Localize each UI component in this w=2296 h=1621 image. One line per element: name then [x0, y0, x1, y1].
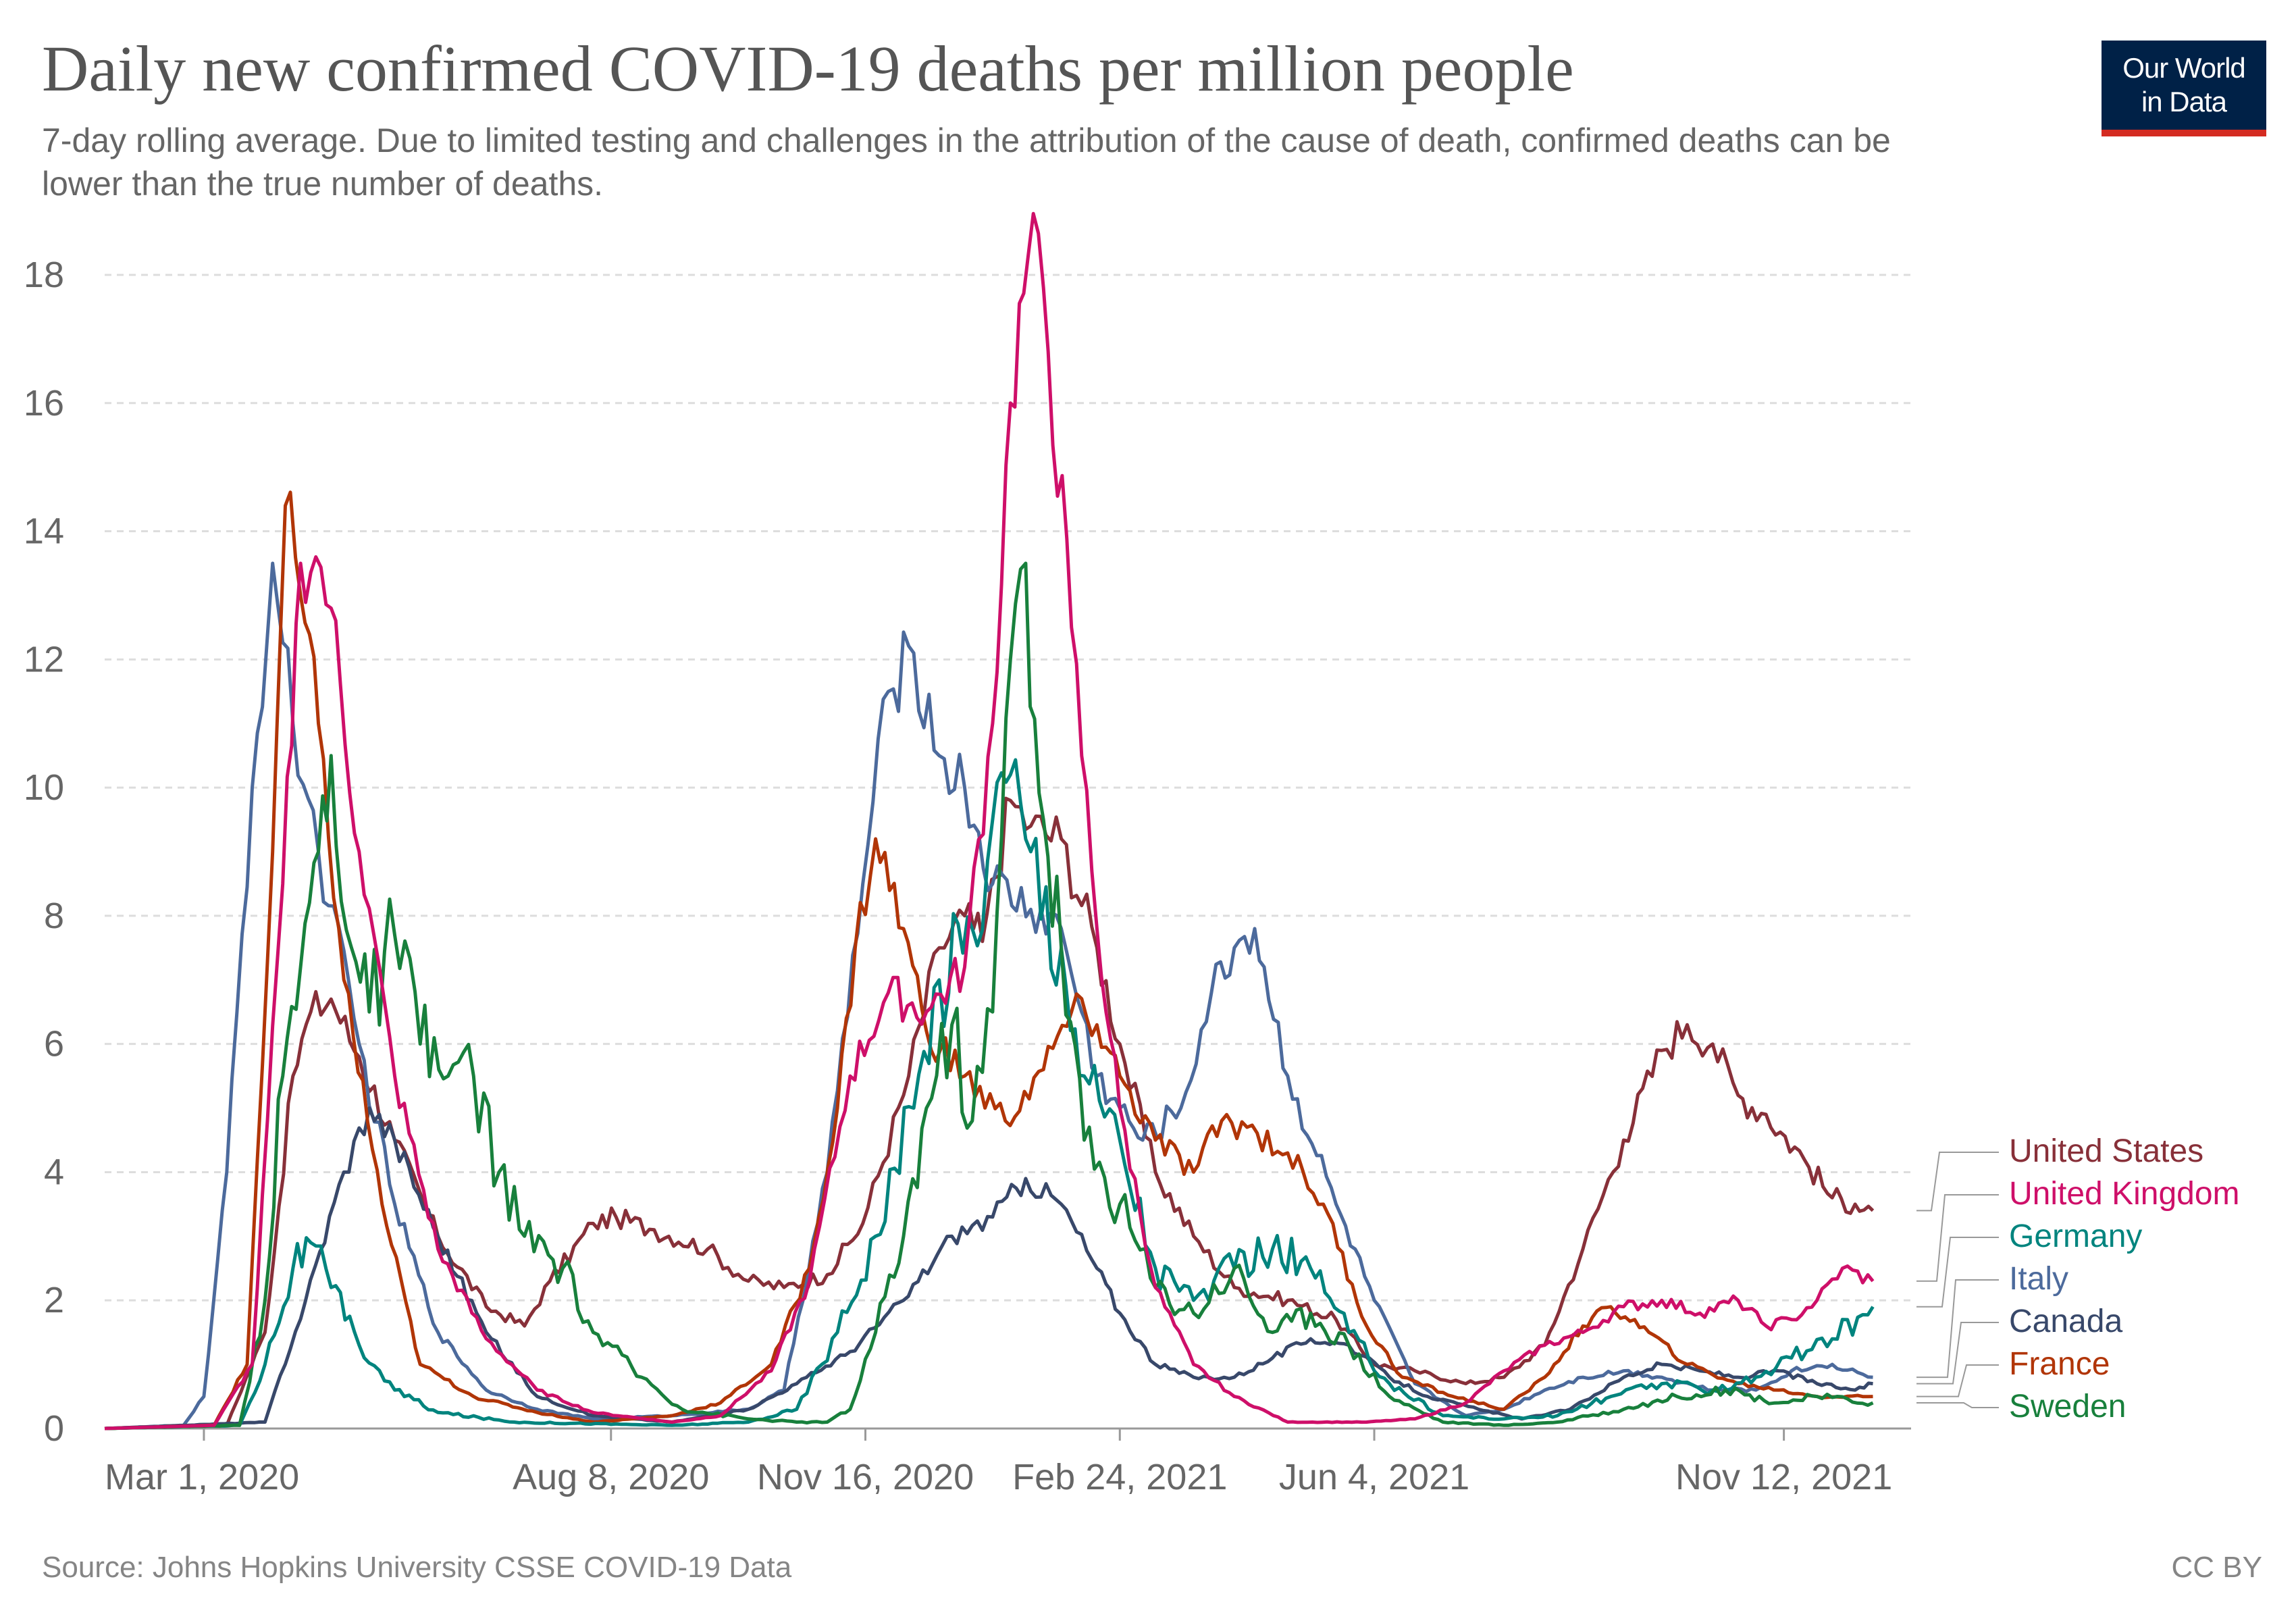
chart-subtitle: 7-day rolling average. Due to limited te… — [42, 122, 1891, 203]
legend-connector — [1916, 1194, 1999, 1282]
legend-label-france[interactable]: France — [2009, 1346, 2110, 1382]
y-tick-label: 16 — [24, 383, 64, 423]
y-tick-label: 2 — [44, 1280, 64, 1320]
series-line-united-kingdom[interactable] — [104, 211, 1875, 1431]
legend-label-united-kingdom[interactable]: United Kingdom — [2009, 1176, 2240, 1212]
chart-title: Daily new confirmed COVID-19 deaths per … — [42, 32, 1574, 105]
legend-label-italy[interactable]: Italy — [2009, 1261, 2068, 1297]
x-tick-label: Nov 16, 2020 — [757, 1457, 974, 1497]
series-line-germany[interactable] — [104, 758, 1875, 1431]
y-tick-label: 12 — [24, 639, 64, 679]
y-tick-label: 6 — [44, 1024, 64, 1064]
legend-connector — [1916, 1322, 1999, 1385]
owid-logo[interactable]: Our World in Data — [2102, 41, 2266, 136]
legend-connector — [1916, 1364, 1999, 1397]
legend-label-canada[interactable]: Canada — [2009, 1304, 2122, 1339]
series-line-sweden[interactable] — [104, 561, 1874, 1431]
y-axis-ticks: 0 2 4 6 8 10 12 14 16 18 — [24, 255, 64, 1449]
series-line-united-states[interactable] — [104, 796, 1875, 1431]
chart-gridlines — [105, 274, 1911, 1302]
y-tick-label: 8 — [44, 896, 64, 936]
x-tick-label: Jun 4, 2021 — [1279, 1457, 1469, 1497]
legend-connector — [1916, 1402, 1999, 1408]
y-tick-label: 4 — [44, 1152, 64, 1192]
legend-label-sweden[interactable]: Sweden — [2009, 1389, 2126, 1424]
x-tick-label: Feb 24, 2021 — [1012, 1457, 1227, 1497]
x-axis: Mar 1, 2020 Aug 8, 2020 Nov 16, 2020 Feb 24… — [105, 1427, 1911, 1497]
x-tick-label: Mar 1, 2020 — [105, 1457, 299, 1497]
y-tick-label: 18 — [24, 255, 64, 295]
chart-legend: United States United Kingdom Germany Italy C… — [1916, 1133, 2240, 1424]
y-tick-label: 0 — [44, 1408, 64, 1449]
series-line-france[interactable] — [104, 490, 1873, 1431]
legend-connector — [1916, 1237, 1999, 1308]
series-line-italy[interactable] — [104, 561, 1873, 1431]
x-tick-label: Nov 12, 2021 — [1675, 1457, 1892, 1497]
x-tick-label: Aug 8, 2020 — [513, 1457, 709, 1497]
legend-connector — [1916, 1279, 1999, 1379]
legend-label-united-states[interactable]: United States — [2009, 1133, 2203, 1169]
y-tick-label: 10 — [24, 767, 64, 808]
legend-label-germany[interactable]: Germany — [2009, 1218, 2142, 1254]
logo-line-1: Our World — [2122, 52, 2246, 84]
logo-line-2: in Data — [2141, 86, 2227, 118]
series-line-canada[interactable] — [104, 1106, 1873, 1431]
chart-series — [104, 211, 1875, 1431]
y-tick-label: 14 — [24, 511, 64, 552]
license-label[interactable]: CC BY — [2171, 1551, 2262, 1584]
source-note[interactable]: Source: Johns Hopkins University CSSE CO… — [42, 1551, 792, 1584]
legend-connector — [1916, 1152, 1999, 1212]
